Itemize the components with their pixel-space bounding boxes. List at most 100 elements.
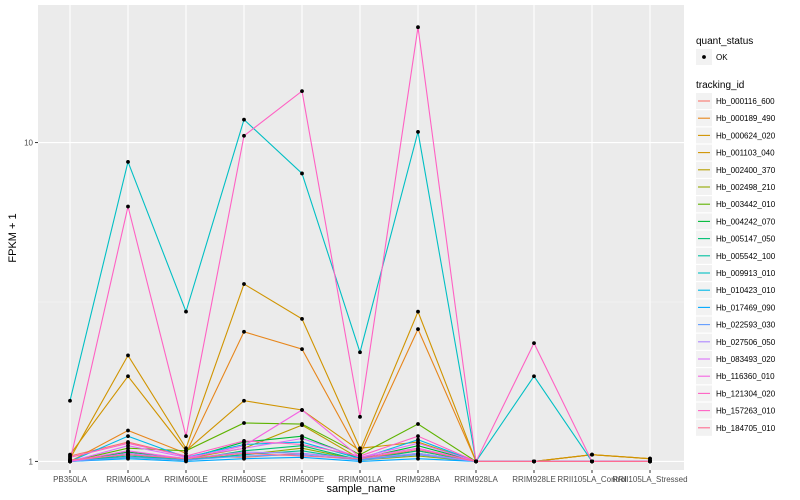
- legend-label: Hb_022593_030: [716, 321, 776, 330]
- data-point-Hb_184705_010: [358, 456, 362, 461]
- data-point-Hb_184705_010: [68, 458, 72, 462]
- data-point-Hb_009913_010: [300, 171, 304, 176]
- data-point-Hb_009913_010: [358, 350, 362, 355]
- data-point-Hb_010423_010: [416, 437, 420, 442]
- data-point-Hb_184705_010: [300, 454, 304, 458]
- data-point-Hb_000624_020: [416, 309, 420, 314]
- data-point-Hb_116360_010: [126, 448, 130, 453]
- tracking-legend-title: tracking_id: [696, 80, 744, 91]
- legend-label: Hb_003442_010: [716, 200, 776, 209]
- data-point-Hb_009913_010: [126, 159, 130, 164]
- data-point-Hb_157263_010: [358, 414, 362, 419]
- legend-label: Hb_184705_010: [716, 424, 776, 433]
- grid: [38, 5, 684, 470]
- data-point-Hb_000189_490: [242, 329, 246, 334]
- x-tick-label: RRIM600LE: [164, 475, 208, 484]
- legend-label: Hb_116360_010: [716, 372, 775, 381]
- data-point-Hb_001103_040: [358, 446, 362, 451]
- legend-label: Hb_000189_490: [716, 114, 776, 123]
- data-point-Hb_009913_010: [184, 309, 188, 314]
- legend-label: Hb_005147_050: [716, 235, 776, 244]
- data-point-Hb_000189_490: [300, 347, 304, 352]
- legend-label: Hb_121304_020: [716, 389, 776, 398]
- x-tick-label: PB350LA: [53, 475, 87, 484]
- x-tick-label: RRII105LA_Stressed: [612, 475, 687, 484]
- x-axis-title: sample_name: [326, 483, 395, 495]
- x-tick-label: RRIM600SE: [222, 475, 266, 484]
- data-point-Hb_001103_040: [590, 452, 594, 457]
- legend-label: Hb_083493_020: [716, 355, 776, 364]
- y-tick-label: 10: [24, 139, 33, 148]
- data-point-Hb_157263_010: [184, 434, 188, 439]
- data-point-Hb_116360_010: [300, 408, 304, 412]
- data-point-Hb_000189_490: [416, 327, 420, 332]
- data-point-Hb_083493_020: [300, 436, 304, 441]
- data-point-Hb_009913_010: [532, 374, 536, 379]
- shape-legend-label: OK: [716, 53, 728, 62]
- data-point-Hb_157263_010: [416, 25, 420, 30]
- legend-label: Hb_027506_050: [716, 338, 776, 347]
- data-point-Hb_083493_020: [416, 441, 420, 446]
- data-point-Hb_121304_020: [358, 454, 362, 458]
- data-point-Hb_157263_010: [300, 89, 304, 93]
- data-point-Hb_003442_010: [184, 448, 188, 453]
- data-point-Hb_121304_020: [184, 454, 188, 458]
- data-point-Hb_009913_010: [242, 117, 246, 122]
- data-point-Hb_022593_030: [126, 455, 130, 460]
- data-point-Hb_184705_010: [648, 459, 652, 464]
- legend-label: Hb_005542_100: [716, 252, 776, 261]
- shape-legend-title: quant_status: [696, 36, 753, 47]
- data-point-Hb_184705_010: [416, 447, 420, 452]
- data-point-Hb_000624_020: [126, 374, 130, 379]
- data-point-Hb_001103_040: [648, 456, 652, 461]
- data-point-Hb_009913_010: [416, 129, 420, 134]
- data-point-Hb_003442_010: [300, 422, 304, 426]
- data-point-Hb_001103_040: [126, 353, 130, 358]
- data-point-Hb_184705_010: [590, 459, 594, 464]
- data-point-Hb_027506_050: [300, 451, 304, 456]
- data-point-Hb_010423_010: [126, 434, 130, 439]
- legend-label: Hb_157263_010: [716, 407, 776, 416]
- x-tick-label: RRII105LA_Control: [557, 475, 627, 484]
- data-point-Hb_022593_030: [242, 454, 246, 458]
- legend-label: Hb_009913_010: [716, 269, 776, 278]
- data-point-Hb_027506_050: [416, 451, 420, 456]
- x-tick-label: RRIM928LA: [454, 475, 498, 484]
- data-point-Hb_184705_010: [184, 456, 188, 461]
- legend-label: Hb_000116_600: [716, 97, 775, 106]
- legend-label: Hb_000624_020: [716, 131, 776, 140]
- data-point-Hb_000624_020: [68, 452, 72, 457]
- legend-label: Hb_002400_370: [716, 166, 776, 175]
- data-point-Hb_121304_020: [126, 441, 130, 446]
- data-point-Hb_017469_090: [242, 456, 246, 461]
- data-point-Hb_184705_010: [242, 451, 246, 456]
- data-point-Hb_184705_010: [532, 459, 536, 464]
- data-point-Hb_157263_010: [242, 133, 246, 138]
- data-point-Hb_009913_010: [68, 398, 72, 403]
- data-point-Hb_121304_020: [68, 455, 72, 460]
- data-point-Hb_184705_010: [474, 459, 478, 464]
- plot-panel: [38, 5, 684, 470]
- axes: 1 10 PB350LA RRIM600LA RRIM600LE RRIM600SE RRI…: [24, 139, 687, 484]
- data-point-Hb_184705_010: [126, 452, 130, 457]
- series-points: [68, 25, 652, 464]
- data-point-Hb_001103_040: [242, 282, 246, 286]
- data-point-Hb_121304_020: [300, 442, 304, 447]
- x-tick-label: RRIM600LA: [106, 475, 150, 484]
- data-point-Hb_017469_090: [416, 456, 420, 461]
- data-point-Hb_000189_490: [126, 428, 130, 433]
- data-point-Hb_157263_010: [532, 341, 536, 346]
- x-tick-label: RRIM901LA: [338, 475, 382, 484]
- y-axis-title: FPKM + 1: [7, 213, 19, 262]
- y-tick-label: 1: [29, 457, 34, 466]
- data-point-Hb_003442_010: [416, 422, 420, 426]
- legend-label: Hb_002498_210: [716, 183, 776, 192]
- tracking-legend-items: Hb_000116_600 Hb_000189_490 Hb_000624_020 H…: [696, 93, 776, 436]
- legend-label: Hb_001103_040: [716, 149, 775, 158]
- legend: quant_status OK tracking_id Hb_000116_60…: [696, 36, 776, 436]
- data-point-Hb_121304_020: [416, 434, 420, 439]
- legend-label: Hb_017469_090: [716, 303, 776, 312]
- data-point-Hb_003442_010: [242, 421, 246, 425]
- x-tick-label: RRIM928BA: [396, 475, 441, 484]
